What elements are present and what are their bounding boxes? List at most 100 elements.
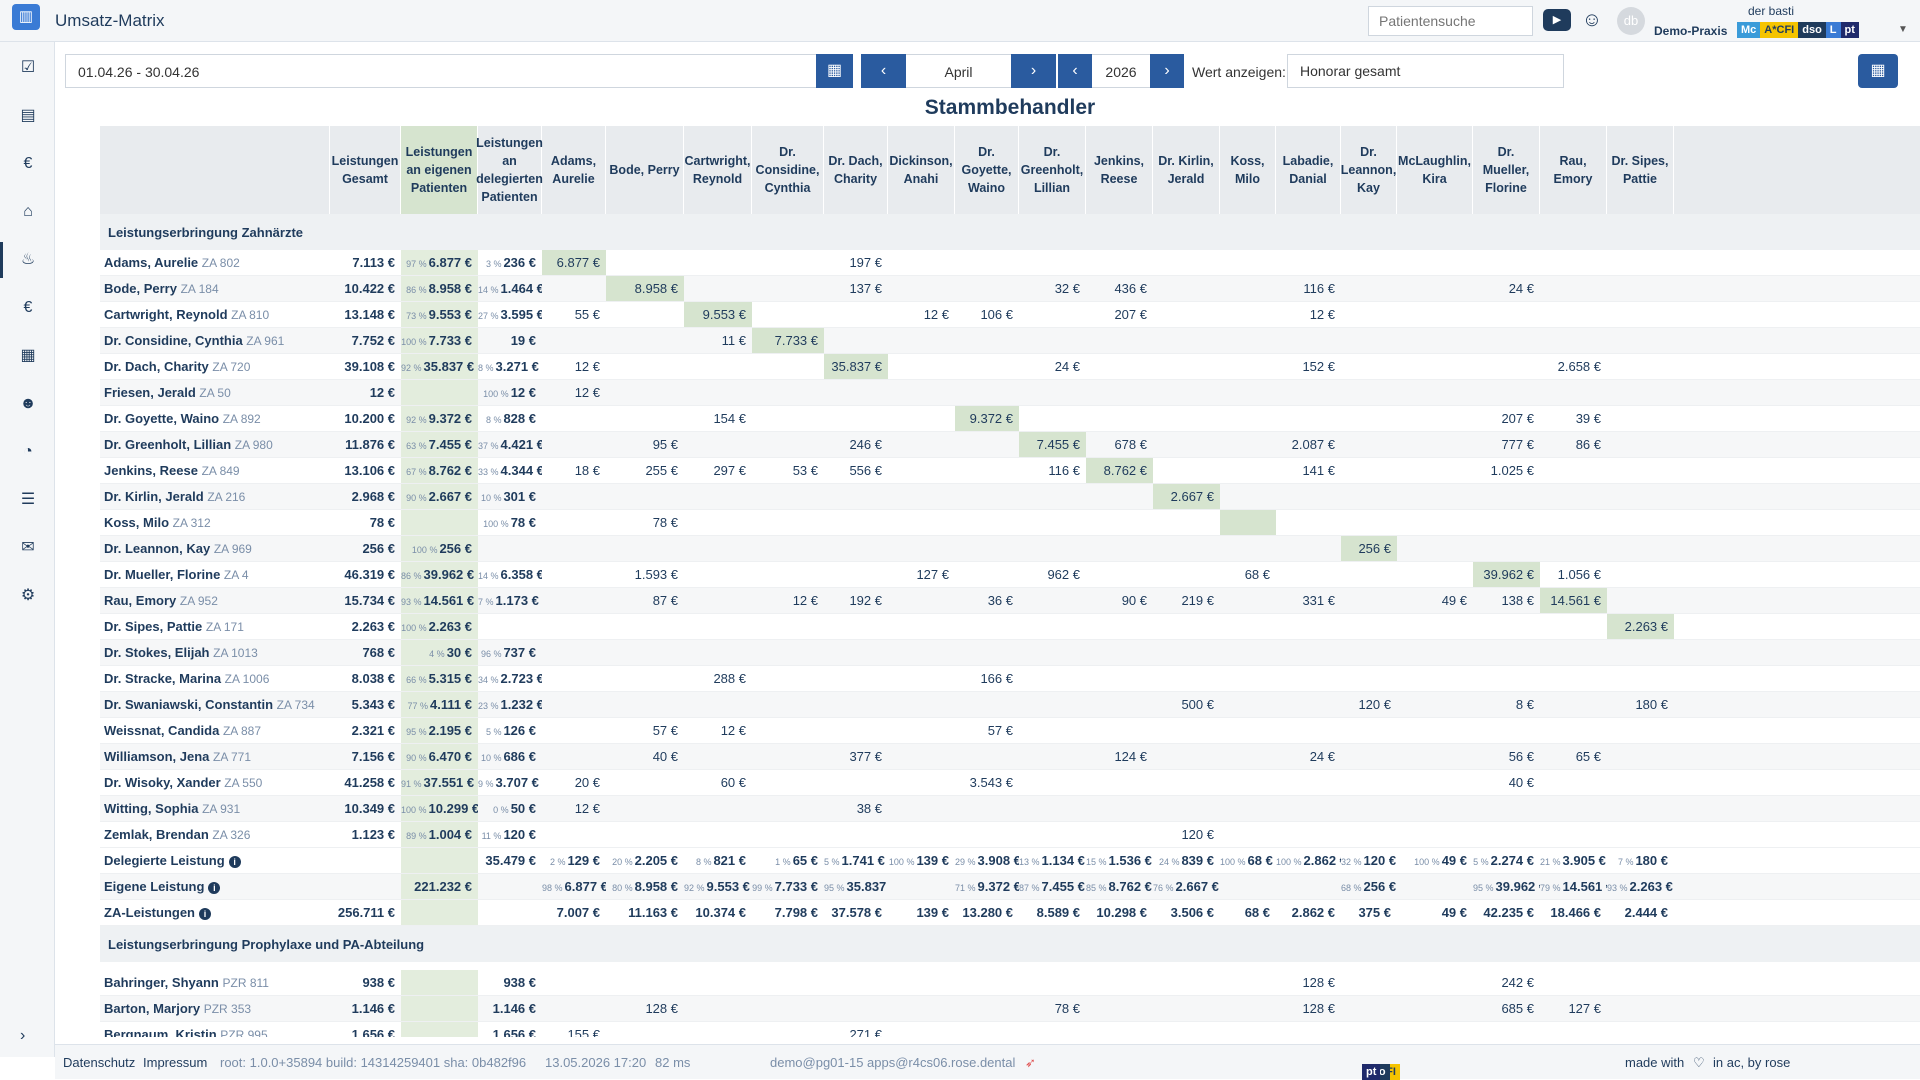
month-prev-button[interactable]: ‹ xyxy=(861,54,906,88)
table-row[interactable]: Dr. Stracke, Marina ZA 1006 8.038 € 66 % 5.… xyxy=(100,666,1920,692)
row-name[interactable]: Dr. Dach, Charity ZA 720 xyxy=(104,359,251,374)
row-name[interactable]: Dr. Leannon, Kay ZA 969 xyxy=(104,541,252,556)
year-select[interactable]: 2026 xyxy=(1092,54,1150,88)
row-name[interactable]: Williamson, Jena ZA 771 xyxy=(104,749,252,764)
column-header[interactable]: Leistungen an eigenen Patienten xyxy=(401,126,478,214)
column-header[interactable] xyxy=(100,126,330,214)
column-header[interactable]: McLaughlin, Kira xyxy=(1397,126,1473,214)
table-row[interactable]: Rau, Emory ZA 952 15.734 €93 % 14.561 €7 %… xyxy=(100,588,1920,614)
column-header[interactable]: Dr. Greenholt, Lillian xyxy=(1019,126,1086,214)
info-icon[interactable]: i xyxy=(199,908,211,920)
euro-refresh-icon[interactable]: € xyxy=(23,299,33,316)
row-name[interactable]: Adams, Aurelie ZA 802 xyxy=(104,255,240,270)
row-name[interactable]: Dr. Stracke, Marina ZA 1006 xyxy=(104,671,270,686)
column-header[interactable]: Dr. Dach, Charity xyxy=(824,126,888,214)
table-row[interactable]: Bergnaum, Kristin PZR 995 1.656 € 1.656 € 1… xyxy=(100,1022,1920,1037)
table-row[interactable]: Dr. Kirlin, Jerald ZA 216 2.968 €90 % 2.66… xyxy=(100,484,1920,510)
table-row[interactable]: Bode, Perry ZA 184 10.422 €86 % 8.958 €14 … xyxy=(100,276,1920,302)
table-row[interactable]: Barton, Marjory PZR 353 1.146 € 1.146 € 128… xyxy=(100,996,1920,1022)
row-name[interactable]: Bahringer, Shyann PZR 811 xyxy=(104,975,269,990)
checkbox-icon[interactable]: ☑ xyxy=(20,59,36,76)
app-chart-icon[interactable]: ▥ xyxy=(12,4,40,30)
patient-search-input[interactable] xyxy=(1368,6,1533,36)
column-header[interactable]: Leistungen an delegierten Patienten xyxy=(476,126,543,214)
row-name[interactable]: Weissnat, Candida ZA 887 xyxy=(104,723,261,738)
table-row[interactable]: Cartwright, Reynold ZA 810 13.148 €73 % 9.… xyxy=(100,302,1920,328)
table-row[interactable]: Adams, Aurelie ZA 802 7.113 €97 % 6.877 €3… xyxy=(100,250,1920,276)
table-row[interactable]: Dr. Considine, Cynthia ZA 961 7.752 € 100 … xyxy=(100,328,1920,354)
row-name[interactable]: Koss, Milo ZA 312 xyxy=(104,515,211,530)
table-row[interactable]: Dr. Sipes, Pattie ZA 171 2.263 €100 % 2.26… xyxy=(100,614,1920,640)
date-range-input[interactable]: 01.04.26 - 30.04.26 xyxy=(65,54,817,88)
column-header[interactable]: Labadie, Danial xyxy=(1276,126,1341,214)
column-header[interactable]: Leistungen Gesamt xyxy=(330,126,401,214)
row-name[interactable]: Jenkins, Reese ZA 849 xyxy=(104,463,240,478)
column-header[interactable]: Cartwright, Reynold xyxy=(684,126,752,214)
table-row[interactable]: Dr. Swaniawski, Constantin ZA 734 5.343 €… xyxy=(100,692,1920,718)
row-name[interactable]: Dr. Goyette, Waino ZA 892 xyxy=(104,411,261,426)
row-name[interactable]: Bergnaum, Kristin PZR 995 xyxy=(100,1022,330,1037)
info-icon[interactable]: i xyxy=(228,856,241,868)
euro-icon[interactable]: € xyxy=(23,155,33,172)
row-name[interactable]: Dr. Stokes, Elijah ZA 1013 xyxy=(104,645,258,660)
table-row[interactable]: Dr. Greenholt, Lillian ZA 980 11.876 € 63 … xyxy=(100,432,1920,458)
table-row[interactable]: Dr. Stokes, Elijah ZA 1013 768 € 4 % 30 €96… xyxy=(100,640,1920,666)
year-next-button[interactable]: › xyxy=(1150,54,1184,88)
user-name[interactable]: der basti xyxy=(1748,4,1795,18)
table-row[interactable]: Zemlak, Brendan ZA 326 1.123 € 89 % 1.004 €… xyxy=(100,822,1920,848)
support-person-icon[interactable]: ☺ xyxy=(1581,9,1603,31)
table-view-button[interactable]: ▦ xyxy=(1858,54,1898,88)
row-name[interactable]: Cartwright, Reynold ZA 810 xyxy=(104,307,270,322)
table-row[interactable]: Weissnat, Candida ZA 887 2.321 € 95 % 2.195… xyxy=(100,718,1920,744)
users-icon[interactable]: ☻ xyxy=(19,395,37,412)
table-row[interactable]: Dr. Leannon, Kay ZA 969 256 € 100 % 256 € 25… xyxy=(100,536,1920,562)
impressum-link[interactable]: Impressum xyxy=(143,1055,208,1070)
row-name[interactable]: Dr. Wisoky, Xander ZA 550 xyxy=(104,775,263,790)
row-name[interactable]: Zemlak, Brendan ZA 326 xyxy=(104,827,251,842)
pie-chart-icon[interactable]: ◔ xyxy=(23,443,33,460)
column-header[interactable]: Dickinson, Anahi xyxy=(888,126,955,214)
video-icon[interactable]: ▶ xyxy=(1543,9,1571,31)
table-row[interactable]: Witting, Sophia ZA 931 10.349 € 100 % 10.29… xyxy=(100,796,1920,822)
row-name[interactable]: Dr. Considine, Cynthia ZA 961 xyxy=(104,333,285,348)
table-row[interactable]: Dr. Dach, Charity ZA 720 39.108 €92 % 35.8… xyxy=(100,354,1920,380)
column-header[interactable]: Adams, Aurelie xyxy=(542,126,606,214)
table-row[interactable]: Williamson, Jena ZA 771 7.156 € 90 % 6.470 … xyxy=(100,744,1920,770)
row-name[interactable]: Dr. Greenholt, Lillian ZA 980 xyxy=(104,437,273,452)
table-row[interactable]: Koss, Milo ZA 312 78 € 100 % 78 € 78 € xyxy=(100,510,1920,536)
row-name[interactable]: Rau, Emory ZA 952 xyxy=(104,593,218,608)
table-row[interactable]: Bahringer, Shyann PZR 811 938 € 938 € 128 €… xyxy=(100,970,1920,996)
row-name[interactable]: Dr. Mueller, Florine ZA 4 xyxy=(104,567,249,582)
column-header[interactable]: Jenkins, Reese xyxy=(1086,126,1153,214)
table-row[interactable]: Dr. Mueller, Florine ZA 4 46.319 €86 % 39.… xyxy=(100,562,1920,588)
praxis-name[interactable]: Demo-Praxis xyxy=(1654,24,1728,38)
column-header[interactable]: Dr. Leannon, Kay xyxy=(1341,126,1397,214)
table-row[interactable]: Dr. Wisoky, Xander ZA 550 41.258 € 91 % 37.… xyxy=(100,770,1920,796)
row-name[interactable]: Friesen, Jerald ZA 50 xyxy=(104,385,231,400)
year-prev-button[interactable]: ‹ xyxy=(1058,54,1092,88)
wert-select[interactable]: Honorar gesamt xyxy=(1287,54,1564,88)
month-select[interactable]: April xyxy=(906,54,1011,88)
table-row[interactable]: Jenkins, Reese ZA 849 13.106 €67 % 8.762 €… xyxy=(100,458,1920,484)
column-header[interactable]: Dr. Considine, Cynthia xyxy=(752,126,824,214)
home-icon[interactable]: ⌂ xyxy=(23,203,33,220)
row-name[interactable]: Dr. Kirlin, Jerald ZA 216 xyxy=(104,489,246,504)
row-name[interactable]: Bode, Perry ZA 184 xyxy=(104,281,219,296)
datenschutz-link[interactable]: Datenschutz xyxy=(63,1055,136,1070)
info-icon[interactable]: i xyxy=(208,882,221,894)
table-row[interactable]: Friesen, Jerald ZA 50 12 € 100 % 12 € 12 € xyxy=(100,380,1920,406)
row-name[interactable]: Dr. Sipes, Pattie ZA 171 xyxy=(104,619,244,634)
column-header[interactable]: Dr. Goyette, Waino xyxy=(955,126,1019,214)
column-header[interactable]: Koss, Milo xyxy=(1220,126,1276,214)
row-name[interactable]: Dr. Swaniawski, Constantin ZA 734 xyxy=(104,697,315,712)
calendar-icon[interactable]: ▦ xyxy=(20,347,36,364)
mail-icon[interactable]: ✉ xyxy=(21,539,35,556)
chevron-down-icon[interactable]: ▼ xyxy=(1898,24,1908,35)
analytics-icon[interactable]: ♨ xyxy=(20,251,36,268)
database-icon[interactable]: ☰ xyxy=(20,491,36,508)
column-header[interactable]: Dr. Sipes, Pattie xyxy=(1607,126,1674,214)
avatar[interactable]: db xyxy=(1617,7,1645,35)
column-header[interactable]: Dr. Kirlin, Jerald xyxy=(1153,126,1220,214)
document-icon[interactable]: ▤ xyxy=(20,107,36,124)
row-name[interactable]: Barton, Marjory PZR 353 xyxy=(104,1001,252,1016)
